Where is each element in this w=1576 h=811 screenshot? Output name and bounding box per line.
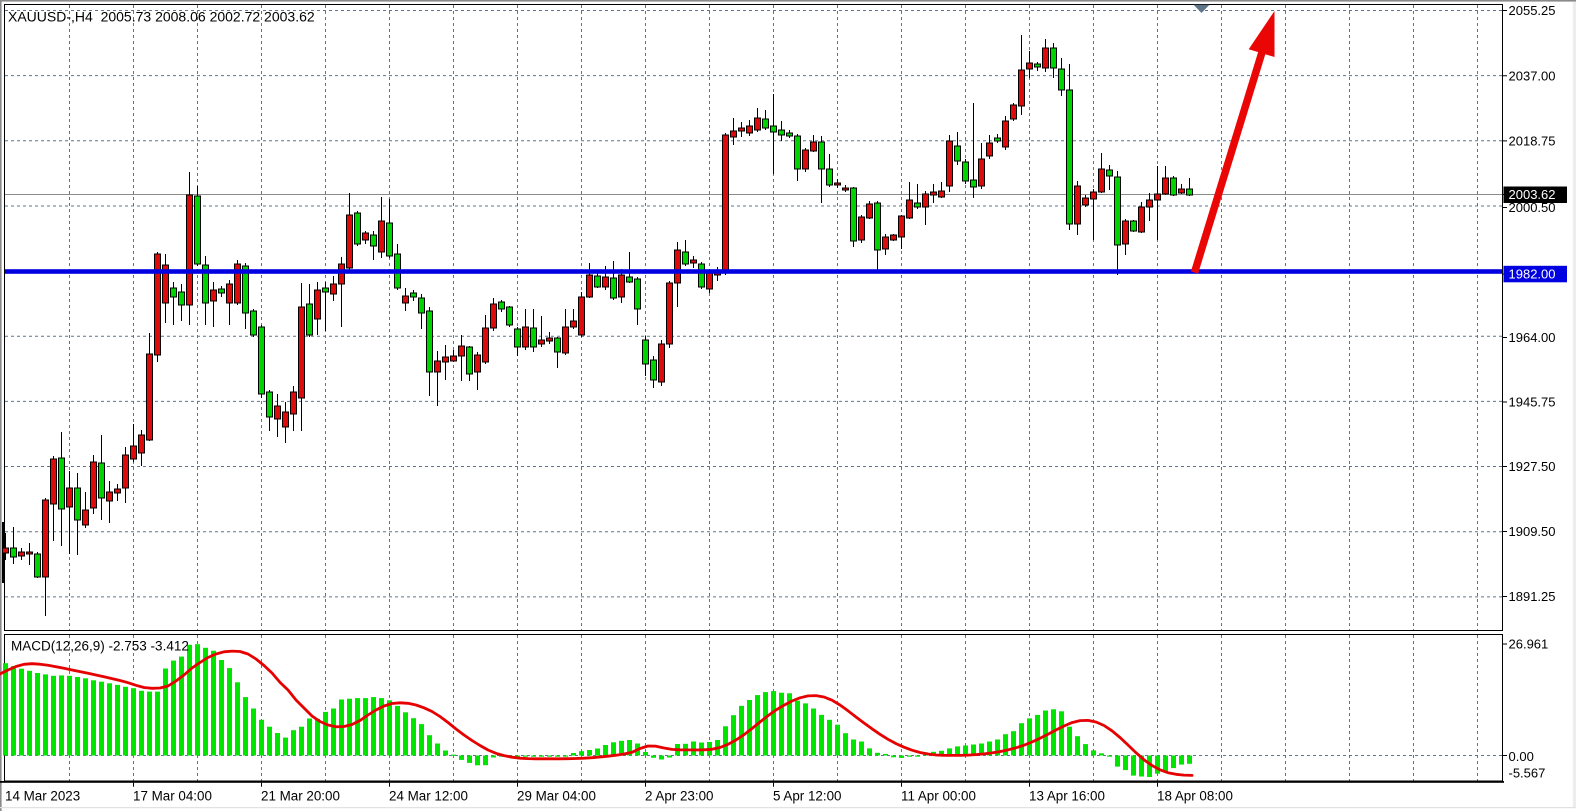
svg-text:1927.50: 1927.50 xyxy=(1509,459,1556,474)
svg-text:24 Mar 12:00: 24 Mar 12:00 xyxy=(389,789,468,804)
svg-text:18 Apr 08:00: 18 Apr 08:00 xyxy=(1157,789,1233,804)
svg-text:XAUUSD-,H4 2005.73 2008.06 20: XAUUSD-,H4 2005.73 2008.06 2002.72 2003.… xyxy=(8,9,315,25)
svg-text:MACD(12,26,9) -2.753 -3.412: MACD(12,26,9) -2.753 -3.412 xyxy=(11,639,189,654)
svg-text:21 Mar 20:00: 21 Mar 20:00 xyxy=(261,789,340,804)
svg-text:-5.567: -5.567 xyxy=(1509,766,1546,781)
svg-text:2003.62: 2003.62 xyxy=(1509,187,1556,202)
svg-text:2037.00: 2037.00 xyxy=(1509,68,1556,83)
svg-text:5 Apr 12:00: 5 Apr 12:00 xyxy=(773,789,842,804)
svg-text:2018.75: 2018.75 xyxy=(1509,134,1556,149)
svg-text:29 Mar 04:00: 29 Mar 04:00 xyxy=(517,789,596,804)
svg-text:13 Apr 16:00: 13 Apr 16:00 xyxy=(1029,789,1105,804)
svg-text:14 Mar 2023: 14 Mar 2023 xyxy=(5,789,80,804)
svg-text:0.00: 0.00 xyxy=(1509,749,1534,764)
svg-text:1982.00: 1982.00 xyxy=(1509,267,1556,282)
svg-text:1909.50: 1909.50 xyxy=(1509,524,1556,539)
svg-text:11 Apr 00:00: 11 Apr 00:00 xyxy=(901,789,976,804)
svg-text:1945.75: 1945.75 xyxy=(1509,395,1556,410)
svg-text:17 Mar 04:00: 17 Mar 04:00 xyxy=(133,789,212,804)
svg-text:2055.25: 2055.25 xyxy=(1509,3,1556,18)
svg-text:1964.00: 1964.00 xyxy=(1509,330,1556,345)
svg-text:2 Apr 23:00: 2 Apr 23:00 xyxy=(645,789,714,804)
svg-text:1891.25: 1891.25 xyxy=(1509,589,1556,604)
svg-text:26.961: 26.961 xyxy=(1509,637,1549,652)
svg-text:2000.50: 2000.50 xyxy=(1509,200,1556,215)
